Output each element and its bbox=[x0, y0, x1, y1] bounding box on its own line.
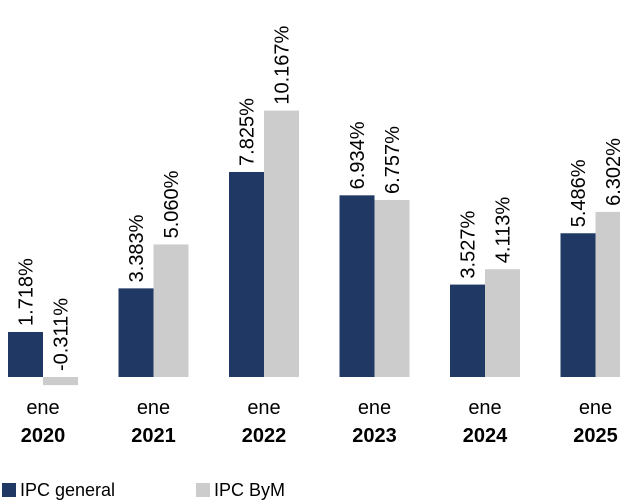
bar-ipc-general-2020 bbox=[8, 331, 43, 377]
category-year-2020: 2020 bbox=[21, 425, 66, 447]
data-label-ipc-general-2025: 5.486% bbox=[568, 159, 590, 227]
bar-ipc-general-2023 bbox=[339, 195, 375, 377]
bar-ipc-bym-2024 bbox=[485, 269, 520, 377]
legend-item-ipc-general: IPC general bbox=[2, 480, 115, 500]
legend-label-ipc-bym: IPC ByM bbox=[214, 480, 286, 500]
data-label-ipc-bym-2022: 10.167% bbox=[272, 25, 294, 104]
category-year-2025: 2025 bbox=[573, 425, 618, 447]
data-label-ipc-general-2022: 7.825% bbox=[237, 98, 259, 166]
data-label-ipc-general-2020: 1.718% bbox=[16, 258, 38, 326]
bar-ipc-bym-2021 bbox=[153, 244, 189, 377]
bar-ipc-bym-2025 bbox=[595, 211, 620, 377]
category-year-2022: 2022 bbox=[242, 425, 287, 447]
category-month-2023: ene bbox=[358, 397, 391, 419]
category-year-2024: 2024 bbox=[463, 425, 508, 447]
legend-label-ipc-general: IPC general bbox=[20, 480, 116, 500]
data-label-ipc-general-2023: 6.934% bbox=[347, 121, 369, 189]
bar-ipc-general-2025 bbox=[560, 233, 596, 377]
category-month-2020: ene bbox=[26, 397, 59, 419]
bar-ipc-bym-2023 bbox=[374, 199, 410, 377]
bar-ipc-bym-2022 bbox=[264, 110, 299, 377]
category-month-2025: ene bbox=[579, 397, 612, 419]
data-label-ipc-general-2024: 3.527% bbox=[458, 211, 480, 279]
data-label-ipc-bym-2020: -0.311% bbox=[51, 298, 73, 371]
bar-ipc-general-2021 bbox=[118, 288, 154, 377]
data-label-ipc-general-2021: 3.383% bbox=[126, 214, 148, 282]
data-labels-group: 1.718% -0.311% 3.383% 5.060% 7.825% 10.167% 6.… bbox=[16, 25, 620, 371]
legend-item-ipc-bym: IPC ByM bbox=[196, 480, 285, 500]
legend: IPC general IPC ByM bbox=[0, 476, 620, 502]
category-month-2021: ene bbox=[137, 397, 170, 419]
legend-swatch-ipc-bym bbox=[196, 483, 210, 497]
bar-ipc-general-2022 bbox=[229, 171, 264, 377]
data-label-ipc-bym-2023: 6.757% bbox=[382, 126, 404, 194]
category-month-2022: ene bbox=[247, 397, 280, 419]
data-label-ipc-bym-2024: 4.113% bbox=[493, 197, 515, 264]
bar-ipc-bym-2020 bbox=[43, 377, 78, 386]
bar-ipc-general-2024 bbox=[450, 284, 485, 377]
bars-group bbox=[8, 110, 620, 386]
data-label-ipc-bym-2025: 6.302% bbox=[603, 138, 620, 206]
category-year-2023: 2023 bbox=[352, 425, 397, 447]
legend-swatch-ipc-general bbox=[2, 483, 16, 497]
category-year-2021: 2021 bbox=[131, 425, 176, 447]
category-labels-group: ene 2020 ene 2021 ene 2022 ene 2023 ene 2024 ene 20… bbox=[21, 397, 618, 447]
category-month-2024: ene bbox=[468, 397, 501, 419]
data-label-ipc-bym-2021: 5.060% bbox=[161, 170, 183, 238]
